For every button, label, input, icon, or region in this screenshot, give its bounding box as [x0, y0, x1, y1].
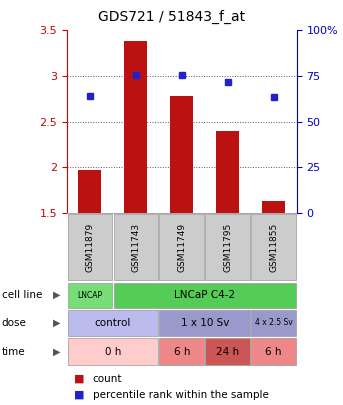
Text: ■: ■ — [74, 374, 84, 384]
FancyBboxPatch shape — [68, 214, 112, 280]
Bar — [216, 130, 239, 213]
Text: ▶: ▶ — [53, 318, 60, 328]
Bar — [262, 201, 285, 213]
Bar — [79, 170, 102, 213]
Text: LNCaP C4-2: LNCaP C4-2 — [174, 290, 235, 300]
Bar — [125, 41, 147, 213]
Text: 4 x 2.5 Sv: 4 x 2.5 Sv — [255, 318, 293, 328]
FancyBboxPatch shape — [68, 283, 112, 308]
FancyBboxPatch shape — [114, 214, 158, 280]
Text: GSM11855: GSM11855 — [269, 222, 278, 272]
Text: 24 h: 24 h — [216, 347, 239, 357]
Text: LNCAP: LNCAP — [77, 291, 103, 300]
Text: GSM11795: GSM11795 — [223, 222, 232, 272]
Text: percentile rank within the sample: percentile rank within the sample — [93, 390, 269, 400]
Text: dose: dose — [2, 318, 27, 328]
Text: count: count — [93, 374, 122, 384]
FancyBboxPatch shape — [68, 310, 158, 336]
FancyBboxPatch shape — [205, 338, 250, 365]
Text: 0 h: 0 h — [105, 347, 121, 357]
FancyBboxPatch shape — [159, 310, 250, 336]
Text: 6 h: 6 h — [265, 347, 282, 357]
Text: 1 x 10 Sv: 1 x 10 Sv — [180, 318, 229, 328]
FancyBboxPatch shape — [205, 214, 250, 280]
Text: ▶: ▶ — [53, 290, 60, 300]
Text: 6 h: 6 h — [174, 347, 190, 357]
Text: GSM11749: GSM11749 — [177, 222, 186, 272]
FancyBboxPatch shape — [159, 338, 204, 365]
Bar — [170, 96, 193, 213]
Text: GSM11879: GSM11879 — [85, 222, 94, 272]
FancyBboxPatch shape — [251, 310, 296, 336]
Text: time: time — [2, 347, 25, 357]
Text: control: control — [95, 318, 131, 328]
FancyBboxPatch shape — [251, 338, 296, 365]
FancyBboxPatch shape — [68, 338, 158, 365]
Text: GDS721 / 51843_f_at: GDS721 / 51843_f_at — [98, 10, 245, 24]
Text: ■: ■ — [74, 390, 84, 400]
Text: ▶: ▶ — [53, 347, 60, 357]
Text: cell line: cell line — [2, 290, 42, 300]
FancyBboxPatch shape — [251, 214, 296, 280]
Text: GSM11743: GSM11743 — [131, 222, 140, 272]
FancyBboxPatch shape — [114, 283, 296, 308]
FancyBboxPatch shape — [159, 214, 204, 280]
